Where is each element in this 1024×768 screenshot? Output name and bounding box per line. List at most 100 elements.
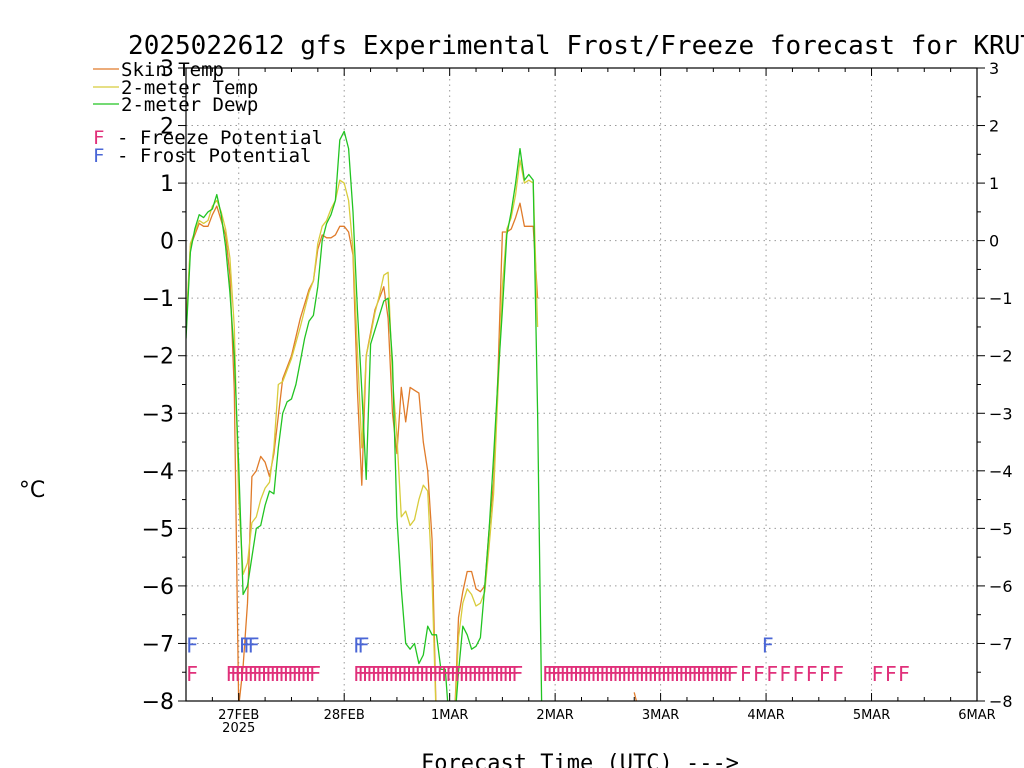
freeze-potential-marker: F — [296, 662, 308, 686]
frost-potential-marker: F — [243, 633, 255, 657]
freeze-potential-marker: F — [388, 662, 400, 686]
freeze-potential-marker: F — [401, 662, 413, 686]
freeze-potential-marker: F — [476, 662, 488, 686]
freeze-potential-marker: F — [305, 662, 317, 686]
x-tick-label: 1MAR — [431, 708, 468, 723]
freeze-potential-marker: F — [661, 662, 673, 686]
freeze-potential-marker: F — [573, 662, 585, 686]
x-axis-label: Forecast Time (UTC) ---> — [421, 751, 739, 768]
freeze-potential-marker: F — [410, 662, 422, 686]
freeze-potential-marker: F — [248, 662, 260, 686]
freeze-potential-marker: F — [806, 662, 818, 686]
freeze-potential-marker: F — [564, 662, 576, 686]
freeze-potential-marker: F — [683, 662, 695, 686]
freeze-potential-marker: F — [722, 662, 734, 686]
freeze-potential-marker: F — [696, 662, 708, 686]
legend-glyph-frost: F — [93, 145, 104, 167]
freeze-potential-marker: F — [586, 662, 598, 686]
freeze-potential-marker: F — [441, 662, 453, 686]
freeze-potential-marker: F — [463, 662, 475, 686]
y-tick-label-right: −8 — [989, 692, 1013, 711]
frost-potential-marker: F — [186, 633, 198, 657]
frost-potential-marker: F — [357, 633, 369, 657]
freeze-potential-marker: F — [406, 662, 418, 686]
freeze-potential-marker: F — [480, 662, 492, 686]
freeze-potential-marker: F — [608, 662, 620, 686]
y-tick-label-right: −7 — [989, 634, 1013, 653]
y-tick-label-right: −1 — [989, 289, 1013, 308]
freeze-potential-marker: F — [291, 662, 303, 686]
y-tick-label-right: −2 — [989, 347, 1013, 366]
freeze-potential-marker: F — [560, 662, 572, 686]
axes: −8 −8 −7 −7 −6 −6 −5 −5 −4 −4 −3 −3 −2 −2 −1 −1 0 0 1 1 2 2 3 3… — [142, 57, 1013, 736]
freeze-potential-marker: F — [740, 662, 752, 686]
frost-potential-marker: F — [353, 633, 365, 657]
freeze-potential-marker: F — [454, 662, 466, 686]
freeze-potential-marker: F — [872, 662, 884, 686]
y-tick-label-right: 1 — [989, 174, 999, 193]
series-line-skin-temp-fragment — [633, 692, 638, 701]
y-tick-label-right: 2 — [989, 117, 999, 136]
y-tick-label-right: 0 — [989, 232, 999, 251]
freeze-potential-marker: F — [269, 662, 281, 686]
x-tick-label: 3MAR — [642, 708, 679, 723]
y-tick-label-left: 2 — [160, 115, 174, 140]
y-tick-label-left: 1 — [160, 172, 174, 197]
freeze-potential-marker: F — [652, 662, 664, 686]
freeze-potential-marker: F — [647, 662, 659, 686]
x-tick-label: 4MAR — [747, 708, 784, 723]
x-tick-label: 6MAR — [958, 708, 995, 723]
freeze-potential-marker: F — [551, 662, 563, 686]
freeze-potential-marker: F — [384, 662, 396, 686]
freeze-potential-marker: F — [599, 662, 611, 686]
freeze-potential-marker: F — [718, 662, 730, 686]
freeze-potential-marker: F — [300, 662, 312, 686]
freeze-potential-marker: F — [415, 662, 427, 686]
freeze-potential-marker: F — [436, 662, 448, 686]
freeze-potential-marker: F — [309, 662, 321, 686]
freeze-potential-marker: F — [371, 662, 383, 686]
freeze-potential-marker: F — [283, 662, 295, 686]
y-tick-label-left: −1 — [142, 287, 174, 312]
y-tick-label-right: 3 — [989, 59, 999, 78]
freeze-potential-marker: F — [582, 662, 594, 686]
freeze-potential-marker: F — [362, 662, 374, 686]
freeze-potential-marker: F — [445, 662, 457, 686]
freeze-potential-marker: F — [256, 662, 268, 686]
freeze-potential-marker: F — [625, 662, 637, 686]
x-tick-label: 2MAR — [536, 708, 573, 723]
freeze-potential-marker: F — [278, 662, 290, 686]
freeze-potential-marker: F — [669, 662, 681, 686]
freeze-potential-marker: F — [555, 662, 567, 686]
legend-label-skin-temp: Skin Temp — [121, 59, 224, 81]
freeze-potential-marker: F — [603, 662, 615, 686]
y-tick-label-left: −5 — [142, 517, 174, 542]
freeze-potential-marker: F — [832, 662, 844, 686]
freeze-potential-marker: F — [568, 662, 580, 686]
freeze-potential-marker: F — [898, 662, 910, 686]
freeze-potential-marker: F — [243, 662, 255, 686]
y-tick-label-left: −8 — [142, 690, 174, 715]
freeze-potential-marker: F — [432, 662, 444, 686]
freeze-potential-marker: F — [617, 662, 629, 686]
freeze-potential-marker: F — [494, 662, 506, 686]
freeze-potential-marker: F — [819, 662, 831, 686]
freeze-potential-marker: F — [577, 662, 589, 686]
freeze-potential-marker: F — [379, 662, 391, 686]
freeze-potential-marker: F — [630, 662, 642, 686]
freeze-potential-marker: F — [467, 662, 479, 686]
freeze-potential-marker: F — [643, 662, 655, 686]
freeze-potential-marker: F — [507, 662, 519, 686]
freeze-potential-marker: F — [472, 662, 484, 686]
freeze-potential-marker: F — [612, 662, 624, 686]
freeze-potential-marker: F — [265, 662, 277, 686]
y-tick-label-left: 3 — [160, 57, 174, 82]
freeze-potential-marker: F — [485, 662, 497, 686]
freeze-potential-marker: F — [502, 662, 514, 686]
legend-glyph-freeze: F — [93, 127, 104, 149]
x-tick-label: 28FEB — [324, 708, 365, 723]
series-lines — [186, 130, 638, 701]
freeze-potential-marker: F — [366, 662, 378, 686]
y-tick-label-left: −3 — [142, 402, 174, 427]
